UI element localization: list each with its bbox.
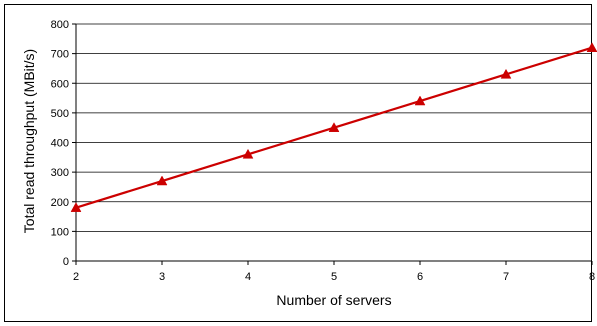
data-point-marker [242,148,254,159]
y-tick-label: 300 [51,167,69,179]
x-tick-label: 8 [589,271,595,283]
y-tick-label: 700 [51,49,69,61]
chart-frame [4,4,592,322]
x-tick-label: 7 [503,271,509,283]
x-tick-label: 3 [159,271,165,283]
y-tick-label: 800 [51,19,69,31]
x-axis-title: Number of servers [276,292,391,308]
grid-lines [76,23,592,262]
x-tick-label: 4 [245,271,251,283]
y-axis-title: Total read throughput (MBit/s) [21,49,37,233]
x-tick-label: 5 [331,271,337,283]
y-tick-label: 200 [51,197,69,209]
data-point-marker [586,42,597,52]
data-point-marker [500,68,512,79]
y-tick-labels: 0 100 200 300 400 500 600 700 800 [51,19,69,268]
y-tick-label: 100 [51,226,69,238]
y-tick-label: 400 [51,138,69,150]
data-point-marker [156,175,168,186]
y-tick-label: 600 [51,78,69,90]
data-point-marker [70,202,82,212]
axes [72,23,593,265]
x-tick-labels: 2 3 4 5 6 7 8 [73,271,595,283]
y-tick-label: 0 [63,256,69,268]
x-tick-label: 6 [417,271,423,283]
series [70,42,597,212]
x-tick-label: 2 [73,271,79,283]
data-point-marker [328,122,340,132]
data-point-marker [414,95,426,106]
y-tick-label: 500 [51,108,69,120]
